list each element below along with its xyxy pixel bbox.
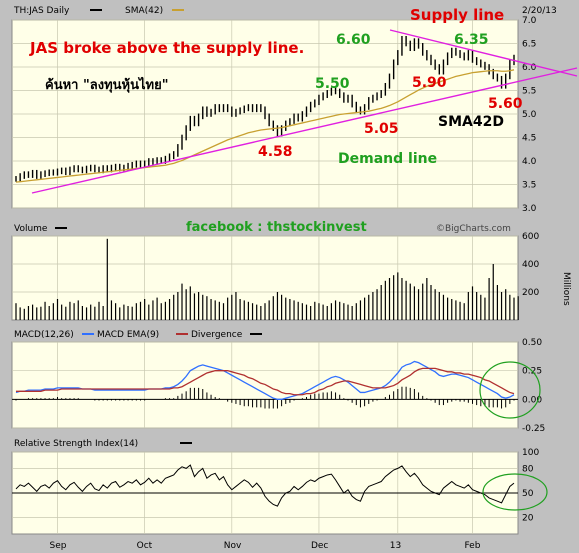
y-tick-label: 3.5 <box>522 181 536 191</box>
supply-trend-line <box>389 29 578 77</box>
price-label-5-50: 5.50 <box>315 76 350 92</box>
y-tick-label: 20 <box>522 514 534 524</box>
x-tick-label: 13 <box>390 541 401 551</box>
search-annotation: ค้นหา "ลงทุนหุ้นไทย" <box>45 76 168 93</box>
rsi-line <box>15 464 515 507</box>
facebook-annotation: facebook : thstockinvest <box>186 220 367 235</box>
rsi-legend: Relative Strength Index(14) <box>14 439 192 449</box>
y-tick-label: 50 <box>522 489 534 499</box>
rsi-highlight-circle <box>482 473 548 511</box>
price-label-5-60: 5.60 <box>488 96 523 112</box>
macd-divergence-bars <box>15 386 515 409</box>
chart-date: 2/20/13 <box>522 6 557 16</box>
x-tick-label: Oct <box>137 541 153 551</box>
volume-label: Volume <box>14 224 48 234</box>
price-label-5-90: 5.90 <box>412 75 447 91</box>
y-tick-label: 5.5 <box>522 87 536 97</box>
month-labels: Sep Oct Nov Dec 13 Feb <box>50 541 481 551</box>
price-label-5-05: 5.05 <box>364 121 399 137</box>
supply-line-label: Supply line <box>410 6 504 24</box>
x-tick-label: Nov <box>224 541 242 551</box>
macd-ema-legend-label: MACD EMA(9) <box>97 330 159 340</box>
y-tick-label: 4.0 <box>522 157 537 167</box>
macd-highlight-circle <box>479 361 541 419</box>
divergence-legend-label: Divergence <box>191 330 243 340</box>
source-credit: ©BigCharts.com <box>436 224 511 234</box>
price-legend: TH:JAS Daily SMA(42) 2/20/13 <box>13 6 557 16</box>
demand-trend-line <box>31 67 578 194</box>
y-tick-label: 400 <box>522 260 539 270</box>
headline-annotation: JAS broke above the supply line. <box>29 39 304 57</box>
rsi-legend-label: Relative Strength Index(14) <box>14 439 138 449</box>
y-tick-label: 5.0 <box>522 110 537 120</box>
sma42-line <box>15 69 515 183</box>
y-tick-label: 7.0 <box>522 16 537 26</box>
symbol-label: TH:JAS Daily <box>13 6 70 16</box>
price-label-4-58: 4.58 <box>258 144 293 160</box>
y-tick-label: 3.0 <box>522 204 537 214</box>
macd-legend-label: MACD(12,26) <box>14 330 74 340</box>
price-label-6-60: 6.60 <box>336 32 371 48</box>
price-bars <box>15 35 515 182</box>
macd-ema-line <box>16 367 515 396</box>
sma-annotation: SMA42D <box>438 114 504 130</box>
volume-bars <box>15 238 519 320</box>
y-tick-label: -0.25 <box>522 424 545 434</box>
macd-line <box>15 360 515 400</box>
macd-legend: MACD(12,26) MACD EMA(9) Divergence <box>14 330 262 340</box>
y-tick-label: 600 <box>522 232 539 242</box>
y-tick-label: 6.5 <box>522 40 536 50</box>
x-tick-label: Sep <box>50 541 67 551</box>
y-tick-label: 6.0 <box>522 63 537 73</box>
x-tick-label: Feb <box>465 541 481 551</box>
x-tick-label: Dec <box>311 541 328 551</box>
y-tick-label: 0.00 <box>522 395 542 405</box>
sma-label: SMA(42) <box>125 6 163 16</box>
volume-unit-label: Millions <box>561 272 571 306</box>
price-label-6-35: 6.35 <box>454 32 489 48</box>
y-tick-label: 100 <box>522 448 539 458</box>
y-tick-label: 0.50 <box>522 338 542 348</box>
y-tick-label: 80 <box>522 464 534 474</box>
y-tick-label: 200 <box>522 288 539 298</box>
y-tick-label: 4.5 <box>522 134 536 144</box>
demand-line-label: Demand line <box>338 151 437 167</box>
volume-legend: Volume <box>14 224 67 234</box>
